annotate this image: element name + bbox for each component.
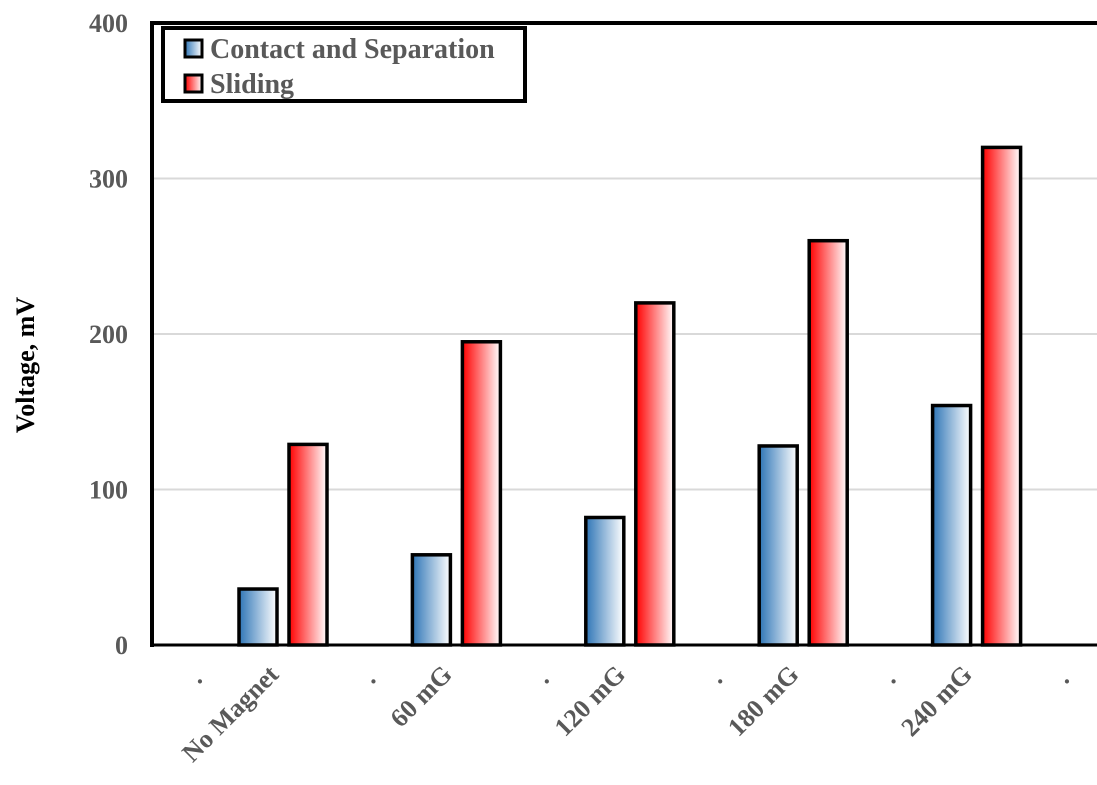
legend-swatch-contact-and-separation bbox=[183, 38, 204, 59]
y-tick-label: 0 bbox=[115, 631, 128, 660]
bar-sliding bbox=[634, 301, 676, 647]
legend-label-contact-and-separation: Contact and Separation bbox=[210, 34, 495, 65]
bar-sliding bbox=[287, 442, 329, 647]
legend-swatch-sliding bbox=[183, 73, 204, 94]
y-axis-title: Voltage, mV bbox=[11, 297, 40, 433]
bar-contact-and-separation bbox=[584, 515, 626, 647]
bar-contact-and-separation bbox=[930, 403, 973, 647]
legend-label-sliding: Sliding bbox=[210, 69, 294, 100]
x-tick-mark: · bbox=[1063, 667, 1072, 696]
bar-contact-and-separation bbox=[757, 444, 799, 647]
x-tick-mark: · bbox=[196, 667, 205, 696]
x-tick-mark: · bbox=[716, 667, 725, 696]
legend-box bbox=[161, 26, 527, 103]
x-tick-mark: · bbox=[889, 667, 898, 696]
y-tick-label: 100 bbox=[89, 476, 128, 505]
y-tick-label: 400 bbox=[89, 9, 128, 38]
x-tick-label: 120 mG bbox=[549, 660, 631, 742]
y-tick-label: 200 bbox=[89, 320, 128, 349]
x-tick-label: 240 mG bbox=[896, 660, 978, 742]
legend: Contact and Separation Sliding bbox=[161, 26, 527, 103]
bar-contact-and-separation bbox=[237, 587, 279, 647]
x-tick-mark: · bbox=[369, 667, 378, 696]
x-tick-label: 180 mG bbox=[722, 660, 804, 742]
y-tick-label: 300 bbox=[89, 165, 128, 194]
x-tick-labels: · · · · · ·No Magnet 60 mG 120 mG 180 mG 240 mG bbox=[176, 660, 1071, 768]
bar-sliding bbox=[980, 145, 1023, 647]
y-tick-labels: 0 100 200 300 400 bbox=[89, 9, 128, 660]
bar-contact-and-separation bbox=[410, 553, 453, 647]
x-tick-label: 60 mG bbox=[385, 660, 458, 733]
bar-sliding bbox=[807, 238, 849, 647]
x-tick-label: No Magnet bbox=[176, 660, 284, 768]
x-tick-mark: · bbox=[542, 667, 551, 696]
bars bbox=[237, 145, 1023, 647]
axes bbox=[150, 21, 1097, 647]
bar-sliding bbox=[460, 340, 503, 647]
